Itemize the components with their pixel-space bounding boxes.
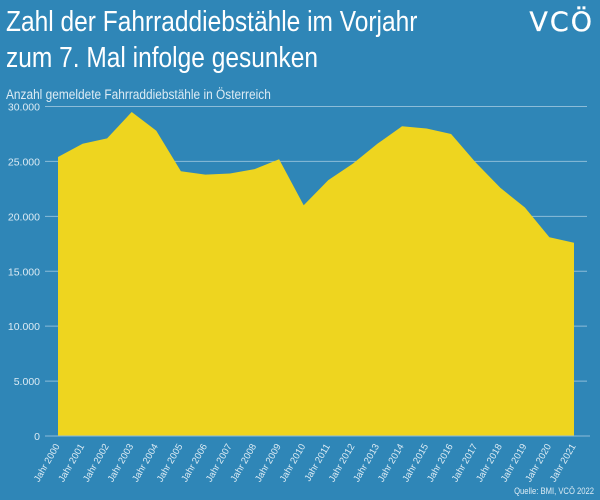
source-note: Quelle: BMI, VCÖ 2022 [514, 486, 594, 496]
chart-title: Zahl der Fahrraddiebstähle im Vorjahr zu… [6, 4, 417, 76]
title-line-1: Zahl der Fahrraddiebstähle im Vorjahr [6, 6, 418, 38]
vco-logo: VCÖ [529, 7, 594, 38]
y-tick-label: 15.000 [8, 266, 40, 278]
y-tick-label: 5.000 [14, 376, 40, 388]
chart-subtitle: Anzahl gemeldete Fahrraddiebstähle in Ös… [6, 87, 271, 102]
y-tick-label: 25.000 [8, 156, 40, 168]
title-line-2: zum 7. Mal infolge gesunken [6, 42, 319, 74]
y-tick-label: 0 [34, 431, 40, 443]
y-tick-label: 10.000 [8, 321, 40, 333]
y-tick-label: 30.000 [8, 102, 40, 114]
area-series [58, 112, 574, 436]
y-tick-label: 20.000 [8, 211, 40, 223]
